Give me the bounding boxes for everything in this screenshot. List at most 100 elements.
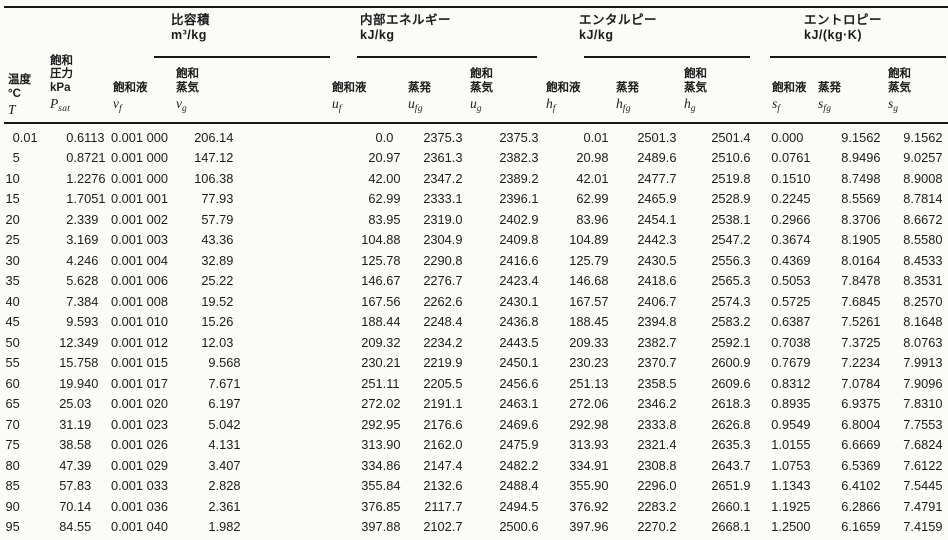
cell-s_f: 0.9549: [771, 416, 811, 432]
cell-u_f: 83.95: [368, 211, 401, 227]
cell-h_g: 2600.9: [711, 355, 751, 371]
cell-h_fg: 2333.8: [637, 416, 677, 432]
column-label: 蒸気: [470, 81, 493, 94]
cell-u_g: 2436.8: [499, 314, 539, 330]
cell-u_fg: 2333.1: [423, 191, 463, 207]
cell-h_g: 2626.8: [711, 416, 751, 432]
table-row: 0.01 0.6113 0.001 000 206.14 0.0 2375.3 2375.3…: [4, 127, 948, 148]
column-symbol: hfg: [616, 96, 631, 114]
group-unit: kJ/kg: [579, 28, 614, 42]
cell-s_f: 0.7038: [771, 334, 811, 350]
cell-s_fg: 8.0164: [841, 252, 881, 268]
cell-u_g: 2488.4: [499, 478, 539, 494]
group-unit: kJ/kg: [360, 28, 395, 42]
cell-u_g: 2494.5: [499, 498, 539, 514]
group-underline: [770, 56, 946, 58]
cell-h_fg: 2477.7: [637, 170, 677, 186]
cell-v_g: 6.197: [208, 396, 241, 412]
cell-v_g: 32.89: [201, 252, 234, 268]
cell-T: 65: [5, 396, 20, 412]
cell-P_sat: 4.246: [66, 252, 99, 268]
cell-h_f: 292.98: [569, 416, 609, 432]
cell-h_fg: 2430.5: [637, 252, 677, 268]
table-row: 5 0.8721 0.001 000 147.12 20.97 2361.3 2382.3 2…: [4, 148, 948, 169]
column-group-row: 比容積 m³/kg 内部エネルギー kJ/kg エンタルピー kJ/kg エントロピー kJ/…: [4, 8, 948, 58]
cell-h_fg: 2501.3: [637, 129, 677, 145]
cell-u_g: 2463.1: [499, 396, 539, 412]
cell-v_f: 0.001 003: [111, 232, 168, 248]
cell-s_fg: 7.2234: [841, 355, 881, 371]
cell-h_fg: 2308.8: [637, 457, 677, 473]
cell-T: 55: [5, 355, 20, 371]
cell-h_g: 2618.3: [711, 396, 751, 412]
cell-h_g: 2609.6: [711, 375, 751, 391]
cell-u_f: 355.84: [361, 478, 401, 494]
cell-P_sat: 57.83: [59, 478, 92, 494]
cell-h_fg: 2283.2: [637, 498, 677, 514]
cell-T: 85: [5, 478, 20, 494]
column-group-u: 内部エネルギー kJ/kg: [330, 8, 544, 58]
cell-u_fg: 2191.1: [423, 396, 463, 412]
column-group-h: エンタルピー kJ/kg: [544, 8, 756, 58]
cell-v_g: 43.36: [201, 232, 234, 248]
cell-u_g: 2450.1: [499, 355, 539, 371]
cell-v_f: 0.001 006: [111, 273, 168, 289]
cell-h_g: 2592.1: [711, 334, 751, 350]
cell-v_f: 0.001 020: [111, 396, 168, 412]
cell-u_fg: 2117.7: [424, 498, 463, 514]
cell-h_g: 2501.4: [711, 129, 751, 145]
cell-s_f: 1.1343: [771, 478, 811, 494]
cell-h_g: 2635.3: [711, 437, 751, 453]
column-symbol: hf: [546, 96, 556, 114]
cell-v_g: 106.38: [194, 170, 234, 186]
cell-P_sat: 2.339: [66, 211, 99, 227]
cell-s_f: 0.8935: [771, 396, 811, 412]
cell-s_g: 8.2570: [903, 293, 943, 309]
cell-h_f: 167.57: [569, 293, 609, 309]
cell-u_g: 2469.6: [499, 416, 539, 432]
cell-u_fg: 2147.4: [423, 457, 463, 473]
cell-u_fg: 2234.2: [423, 334, 463, 350]
cell-P_sat: 3.169: [66, 232, 99, 248]
cell-T: 50: [5, 334, 20, 350]
cell-s_f: 0.2245: [771, 191, 811, 207]
cell-P_sat: 0.6113: [66, 129, 105, 145]
cell-v_g: 12.03: [201, 334, 234, 350]
cell-u_f: 272.02: [361, 396, 401, 412]
cell-u_g: 2396.1: [499, 191, 539, 207]
column-header-v_g: 飽和 蒸気 vg: [174, 58, 246, 122]
cell-P_sat: 19.940: [59, 375, 99, 391]
cell-s_fg: 8.1905: [841, 232, 881, 248]
column-label: 飽和液: [332, 81, 367, 94]
table-row: 25 3.169 0.001 003 43.36 104.88 2304.9 2409.8 1…: [4, 230, 948, 251]
cell-s_g: 7.9096: [903, 375, 943, 391]
cell-u_g: 2389.2: [499, 170, 539, 186]
column-group-s: エントロピー kJ/(kg·K): [770, 8, 948, 58]
cell-u_fg: 2276.7: [423, 273, 463, 289]
column-label: 圧力: [50, 68, 73, 80]
cell-s_fg: 6.1659: [841, 519, 881, 535]
cell-T: 95: [5, 519, 20, 535]
cell-s_g: 8.4533: [903, 252, 943, 268]
cell-s_g: 7.6122: [903, 457, 943, 473]
column-label: 飽和液: [772, 81, 807, 94]
cell-h_f: 230.23: [569, 355, 609, 371]
cell-s_g: 7.7553: [903, 416, 943, 432]
table-row: 55 15.758 0.001 015 9.568 230.21 2219.9 2450.1…: [4, 353, 948, 374]
column-symbol: sg: [888, 96, 899, 114]
cell-u_g: 2375.3: [499, 129, 539, 145]
cell-v_g: 25.22: [201, 273, 234, 289]
column-gap: [756, 8, 770, 58]
cell-s_g: 7.4159: [903, 519, 943, 535]
group-title-block: エントロピー kJ/(kg·K): [770, 13, 948, 43]
cell-s_fg: 8.9496: [841, 150, 881, 166]
cell-v_f: 0.001 000: [111, 150, 168, 166]
column-label: 飽和: [176, 68, 199, 80]
cell-s_fg: 6.9375: [841, 396, 881, 412]
cell-u_f: 292.95: [361, 416, 401, 432]
cell-s_f: 0.2966: [771, 211, 811, 227]
cell-h_f: 104.89: [569, 232, 609, 248]
column-label: 蒸気: [888, 81, 911, 94]
cell-h_fg: 2489.6: [637, 150, 677, 166]
cell-v_g: 15.26: [201, 314, 234, 330]
